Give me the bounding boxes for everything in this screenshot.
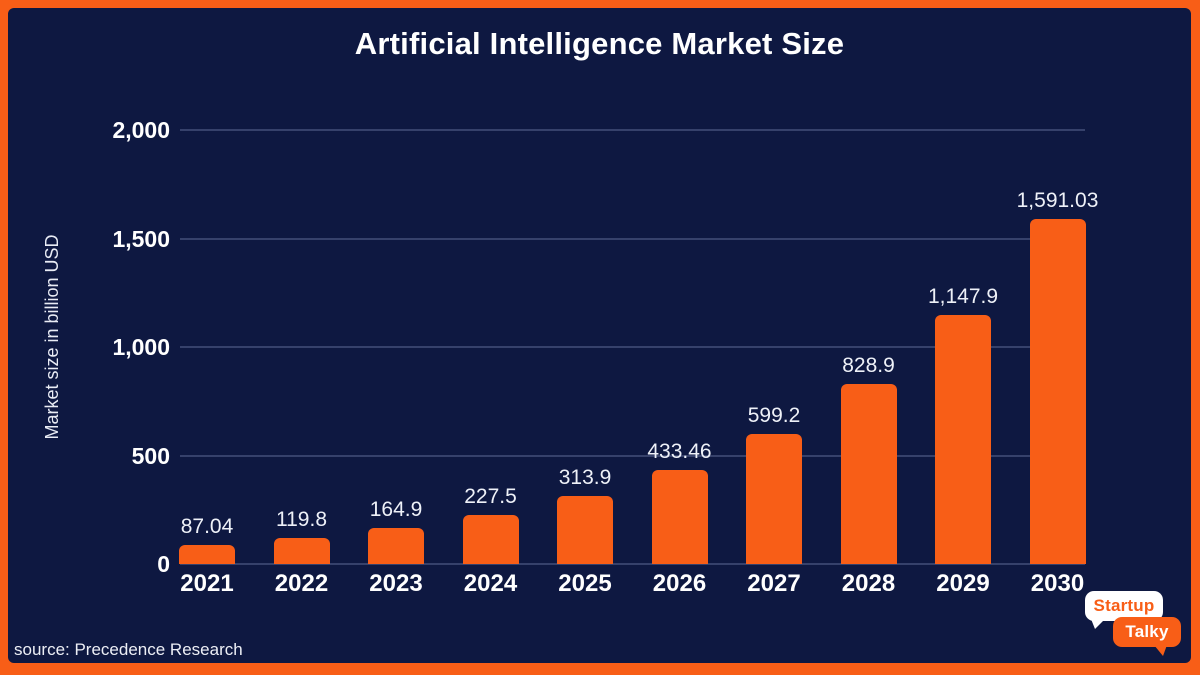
y-tick-label: 1,000 — [112, 334, 170, 360]
x-category-label: 2028 — [841, 570, 896, 597]
bar-value-label: 599.2 — [747, 403, 801, 427]
bar-2022 — [273, 538, 330, 564]
gridline-y-0 — [180, 563, 1085, 565]
bar-2026 — [651, 469, 708, 564]
gridline-y-1500 — [180, 237, 1085, 240]
bar-value-label: 1,591.03 — [1016, 188, 1099, 212]
speech-bubble-tail-icon — [1154, 645, 1167, 656]
x-category-label: 2022 — [274, 570, 329, 597]
y-tick-label: 500 — [131, 442, 170, 469]
bar-2024 — [462, 514, 519, 564]
gridline-y-500 — [180, 454, 1085, 457]
gridline-y-2000 — [180, 129, 1085, 131]
bar-value-label: 313.9 — [558, 465, 612, 489]
bar-2030 — [1029, 218, 1086, 564]
x-category-label: 2024 — [463, 570, 518, 597]
bar-2028 — [840, 384, 897, 564]
y-tick-label: 0 — [157, 551, 170, 577]
x-category-label: 2021 — [180, 570, 234, 597]
x-category-label: 2026 — [652, 570, 707, 597]
bar-2021 — [179, 545, 235, 564]
logo-speech-bubble-white: Startup — [1085, 591, 1163, 629]
x-category-label: 2025 — [558, 570, 612, 597]
bar-2025 — [557, 495, 613, 564]
startuptalky-logo: Startup Talky — [1085, 591, 1181, 657]
bar-value-label: 87.04 — [180, 515, 234, 539]
bar-2023 — [368, 528, 424, 564]
source-text: source: Precedence Research — [14, 640, 243, 659]
bar-value-label: 227.5 — [464, 484, 517, 508]
logo-text-talky: Talky — [1125, 622, 1169, 641]
bar-2027 — [746, 433, 802, 564]
x-category-label: 2027 — [747, 570, 801, 597]
bar-value-label: 828.9 — [842, 354, 895, 378]
logo-speech-bubble-orange: Talky — [1113, 617, 1181, 656]
bar-value-label: 1,147.9 — [927, 284, 999, 308]
speech-bubble-tail-icon — [1091, 619, 1105, 629]
bar-value-label: 164.9 — [369, 498, 423, 522]
y-tick-label: 2,000 — [112, 117, 170, 143]
chart-canvas: Artificial Intelligence Market Size Mark… — [8, 8, 1191, 663]
bar-value-label: 119.8 — [276, 508, 327, 531]
logo-text-startup: Startup — [1093, 596, 1155, 615]
x-category-label: 2030 — [1030, 570, 1085, 597]
gridline-y-1000 — [180, 346, 1085, 348]
x-category-label: 2023 — [369, 570, 423, 597]
chart-title: Artificial Intelligence Market Size — [354, 26, 845, 61]
bar-2029 — [935, 314, 991, 564]
x-category-label: 2029 — [936, 570, 990, 597]
bar-value-label: 433.46 — [647, 439, 712, 463]
y-tick-label: 1,500 — [112, 225, 170, 252]
